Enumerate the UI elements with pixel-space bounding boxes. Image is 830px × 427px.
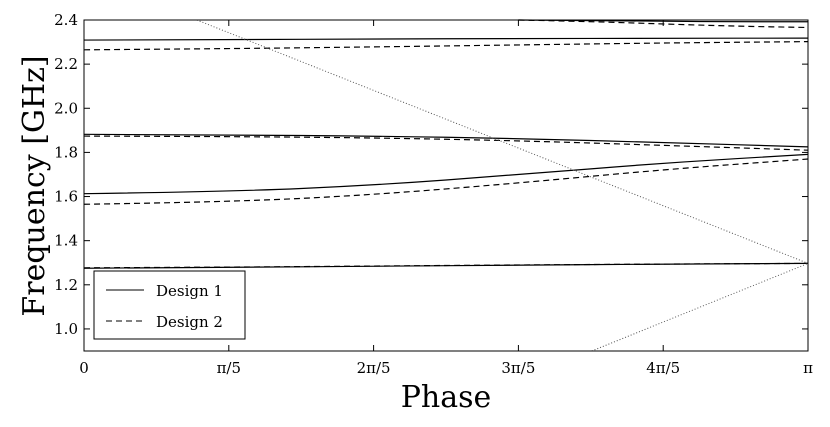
series-solid-curve-3 bbox=[83, 133, 809, 148]
series-solid-curve-4 bbox=[83, 37, 809, 41]
series-dashed-curve-3 bbox=[83, 135, 809, 151]
x-tick-label: 0 bbox=[79, 359, 89, 377]
y-tick-label: 1.8 bbox=[54, 143, 78, 161]
x-tick-label: π bbox=[803, 359, 813, 377]
curves-layer bbox=[83, 19, 809, 352]
series-solid-curve-2 bbox=[83, 153, 809, 195]
x-tick-label: π/5 bbox=[217, 359, 241, 377]
series-dashed-curve-1 bbox=[83, 262, 809, 269]
y-tick-label: 2.2 bbox=[54, 55, 78, 73]
y-tick-label: 1.6 bbox=[54, 188, 78, 206]
y-tick-label: 1.0 bbox=[54, 320, 78, 338]
y-tick-label: 2.4 bbox=[54, 11, 78, 29]
ticks-layer: 0 π/5 2π/5 3π/5 4π/5 π 1.0 1.2 1.4 1.6 1.8 2.0 2.2 2.… bbox=[54, 11, 813, 377]
y-tick-label: 2.0 bbox=[54, 99, 78, 117]
series-dotted-curve-2 bbox=[591, 262, 809, 352]
legend: Design 1 Design 2 bbox=[93, 270, 246, 340]
x-axis-title: Phase bbox=[401, 380, 492, 415]
x-tick-label: 3π/5 bbox=[501, 359, 535, 377]
legend-box bbox=[93, 270, 246, 340]
series-dotted-curve-1 bbox=[196, 19, 809, 264]
plot-frame bbox=[83, 19, 809, 352]
series-dashed-curve-5 bbox=[518, 19, 809, 29]
y-tick-label: 1.2 bbox=[54, 276, 78, 294]
series-dashed-curve-4 bbox=[83, 41, 809, 51]
legend-label-design-1: Design 1 bbox=[156, 282, 223, 300]
y-axis-title: Frequency [GHz] bbox=[17, 55, 52, 316]
y-tick-label: 1.4 bbox=[54, 232, 78, 250]
series-dashed-curve-2 bbox=[83, 158, 809, 205]
x-tick-label: 4π/5 bbox=[646, 359, 680, 377]
x-tick-label: 2π/5 bbox=[357, 359, 391, 377]
legend-label-design-2: Design 2 bbox=[156, 313, 223, 331]
